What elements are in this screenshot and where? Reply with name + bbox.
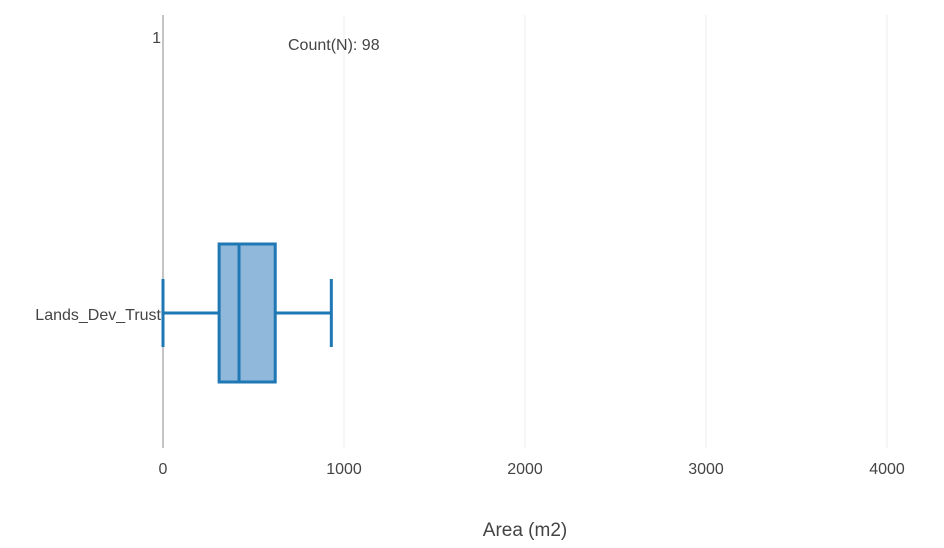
x-axis-title: Area (m2): [483, 520, 567, 541]
x-tick-label-3000: 3000: [688, 461, 724, 478]
y-category-label: Lands_Dev_Trust: [35, 307, 161, 324]
count-annotation: Count(N): 98: [288, 37, 380, 54]
x-tick-label-0: 0: [159, 461, 168, 478]
x-tick-label-2000: 2000: [507, 461, 543, 478]
x-tick-label-4000: 4000: [869, 461, 905, 478]
iqr-box: [217, 242, 277, 384]
grid-lines: [343, 15, 888, 448]
y-extra-tick-label: 1: [152, 30, 161, 47]
x-tick-labels: 0 1000 2000 3000 4000: [159, 461, 905, 478]
box-layer: [161, 242, 333, 384]
x-tick-label-1000: 1000: [326, 461, 362, 478]
